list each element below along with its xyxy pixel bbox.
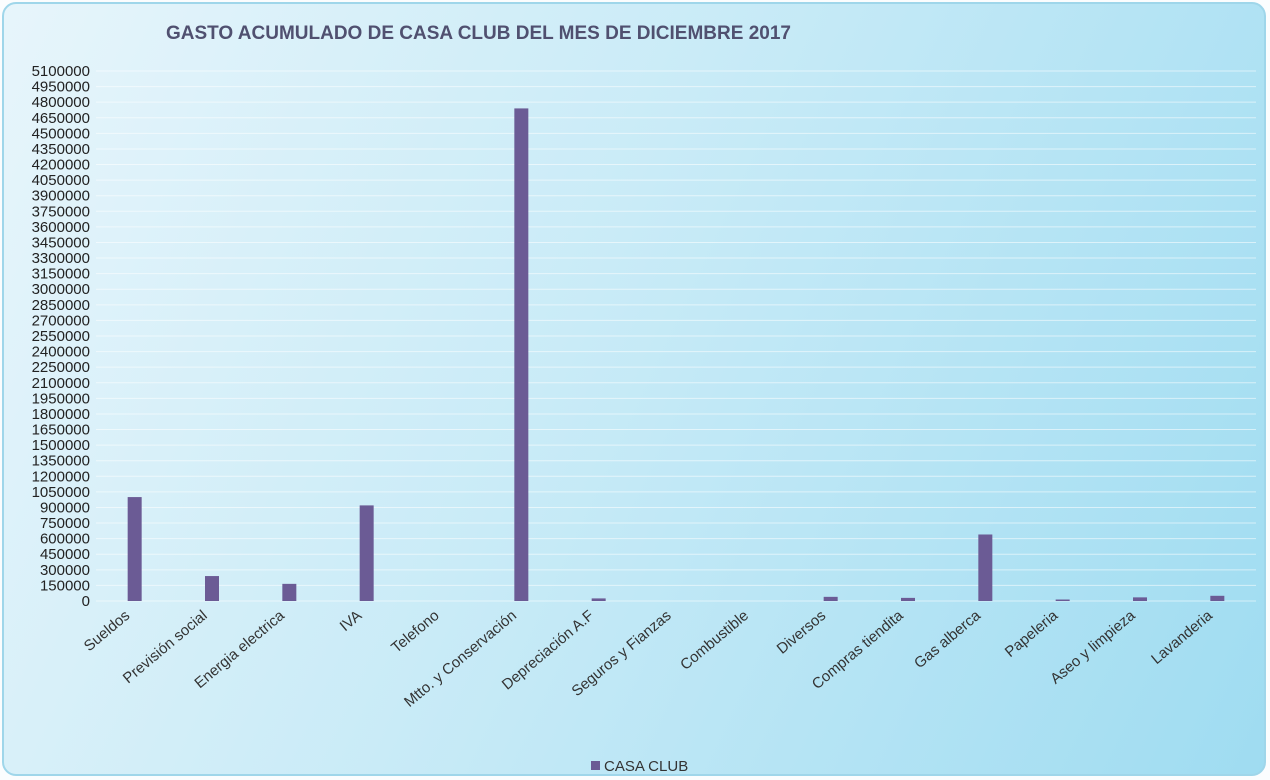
bar-11 bbox=[978, 534, 993, 601]
legend-swatch bbox=[591, 761, 600, 770]
y-tick-label: 3300000 bbox=[32, 250, 90, 267]
y-tick-label: 5100000 bbox=[32, 63, 90, 80]
bar-12 bbox=[1055, 599, 1070, 601]
x-category-label: Diversos bbox=[774, 607, 830, 658]
y-tick-label: 3750000 bbox=[32, 203, 90, 220]
y-tick-label: 1350000 bbox=[32, 453, 90, 470]
bar-6 bbox=[591, 598, 606, 601]
y-tick-label: 4800000 bbox=[32, 94, 90, 111]
y-tick-label: 150000 bbox=[40, 577, 90, 594]
y-tick-label: 2700000 bbox=[32, 312, 90, 329]
bar-14 bbox=[1210, 595, 1225, 601]
y-tick-label: 1950000 bbox=[32, 390, 90, 407]
y-tick-label: 4950000 bbox=[32, 79, 90, 96]
y-tick-label: 4500000 bbox=[32, 125, 90, 142]
legend: CASA CLUB bbox=[591, 758, 688, 775]
chart-title: GASTO ACUMULADO DE CASA CLUB DEL MES DE … bbox=[166, 23, 791, 44]
bar-2 bbox=[282, 583, 297, 601]
y-tick-label: 1050000 bbox=[32, 484, 90, 501]
x-category-label: Aseo y limpieza bbox=[1047, 607, 1139, 688]
y-tick-label: 2550000 bbox=[32, 328, 90, 345]
y-tick-label: 4350000 bbox=[32, 141, 90, 158]
x-category-label: Sueldos bbox=[81, 607, 133, 655]
bar-9 bbox=[823, 596, 838, 601]
y-axis-ticks: 0150000300000450000600000750000900000105… bbox=[32, 63, 90, 610]
y-tick-label: 3600000 bbox=[32, 219, 90, 236]
bar-0 bbox=[127, 497, 142, 601]
y-tick-label: 750000 bbox=[40, 515, 90, 532]
y-tick-label: 1500000 bbox=[32, 437, 90, 454]
bar-5 bbox=[514, 108, 529, 601]
bars bbox=[127, 108, 1225, 601]
y-tick-label: 2250000 bbox=[32, 359, 90, 376]
bar-1 bbox=[205, 576, 219, 601]
legend-label: CASA CLUB bbox=[604, 758, 688, 775]
y-tick-label: 1800000 bbox=[32, 406, 90, 423]
gridlines bbox=[96, 70, 1256, 602]
y-tick-label: 2100000 bbox=[32, 375, 90, 392]
x-category-label: Telefono bbox=[388, 607, 442, 656]
bar-13 bbox=[1133, 597, 1147, 601]
y-tick-label: 300000 bbox=[40, 562, 90, 579]
y-tick-label: 1200000 bbox=[32, 468, 90, 485]
y-tick-label: 4650000 bbox=[32, 110, 90, 127]
y-tick-label: 4050000 bbox=[32, 172, 90, 189]
y-tick-label: 3450000 bbox=[32, 234, 90, 251]
x-category-label: Combustible bbox=[677, 607, 752, 674]
y-tick-label: 3150000 bbox=[32, 266, 90, 283]
x-category-label: Gas alberca bbox=[911, 607, 984, 672]
x-category-label: Papeleria bbox=[1002, 607, 1062, 661]
x-category-label: IVA bbox=[337, 607, 366, 635]
y-tick-label: 0 bbox=[82, 593, 90, 610]
chart-svg: GASTO ACUMULADO DE CASA CLUB DEL MES DE … bbox=[32, 23, 1256, 775]
y-tick-label: 2400000 bbox=[32, 344, 90, 361]
bar-3 bbox=[359, 505, 374, 601]
y-tick-label: 450000 bbox=[40, 546, 90, 563]
y-tick-label: 1650000 bbox=[32, 422, 90, 439]
y-tick-label: 3000000 bbox=[32, 281, 90, 298]
x-category-label: Lavanderia bbox=[1148, 607, 1216, 668]
y-tick-label: 900000 bbox=[40, 499, 90, 516]
y-tick-label: 3900000 bbox=[32, 188, 90, 205]
y-tick-label: 4200000 bbox=[32, 157, 90, 174]
y-tick-label: 600000 bbox=[40, 531, 90, 548]
bar-10 bbox=[901, 597, 915, 601]
y-tick-label: 2850000 bbox=[32, 297, 90, 314]
